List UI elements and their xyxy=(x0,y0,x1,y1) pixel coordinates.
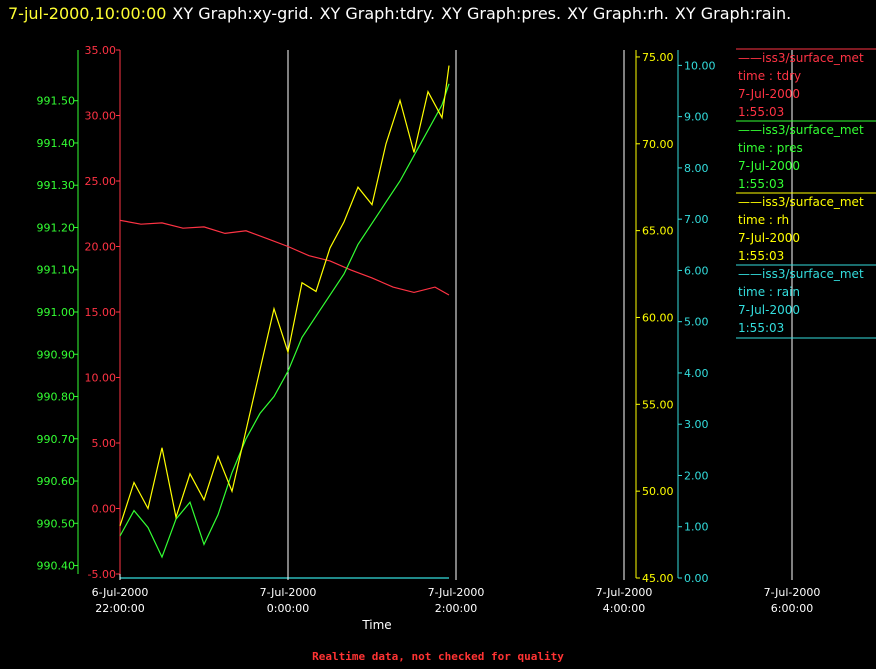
graph-name-xy-grid: XY Graph:xy-grid. xyxy=(172,4,314,23)
pres-tick-label: 991.30 xyxy=(37,179,76,192)
pres-tick-label: 990.60 xyxy=(37,475,76,488)
pres-tick-label: 990.40 xyxy=(37,560,76,573)
legend-entry-text: 1:55:03 xyxy=(738,249,784,263)
rain-tick-label: 4.00 xyxy=(684,367,709,380)
rh-tick-label: 75.00 xyxy=(642,51,674,64)
legend-entry-text: 7-Jul-2000 xyxy=(738,231,800,245)
axes: 990.40 990.50 990.60 990.70 990.80 990.90 991.… xyxy=(37,44,716,585)
rh-tick-label: 65.00 xyxy=(642,225,674,238)
timestamp: 7-jul-2000,10:00:00 xyxy=(8,4,167,23)
quality-notice: Realtime data, not checked for quality xyxy=(312,650,564,663)
series-tdry xyxy=(119,219,450,296)
rh-tick-label: 45.00 xyxy=(642,572,674,585)
x-tick-label-date: 7-Jul-2000 xyxy=(596,586,653,599)
rain-tick-label: 6.00 xyxy=(684,264,709,277)
legend-entry-text: 7-Jul-2000 xyxy=(738,87,800,101)
rain-tick-label: 0.00 xyxy=(684,572,709,585)
series-lines xyxy=(119,65,450,579)
rain-tick-label: 7.00 xyxy=(684,213,709,226)
legend-entry-text: ——iss3/surface_met xyxy=(738,123,864,137)
legend-entry-text: 7-Jul-2000 xyxy=(738,159,800,173)
legend-entry-text: time : pres xyxy=(738,141,803,155)
legend-entry-text: time : tdry xyxy=(738,69,801,83)
tdry-tick-label: 0.00 xyxy=(92,503,117,516)
legend-entry-text: ——iss3/surface_met xyxy=(738,267,864,281)
legend-entry-text: 7-Jul-2000 xyxy=(738,303,800,317)
pres-tick-label: 991.10 xyxy=(37,264,76,277)
rain-tick-label: 9.00 xyxy=(684,111,709,124)
series-rh xyxy=(119,65,450,527)
x-tick-label-date: 7-Jul-2000 xyxy=(764,586,821,599)
rain-tick-label: 2.00 xyxy=(684,469,709,482)
x-tick-label-date: 7-Jul-2000 xyxy=(428,586,485,599)
x-tick-label-time: 2:00:00 xyxy=(435,602,477,615)
rain-tick-label: 3.00 xyxy=(684,418,709,431)
tdry-tick-label: -5.00 xyxy=(88,568,116,581)
pres-tick-label: 991.40 xyxy=(37,137,76,150)
legend-entry-text: ——iss3/surface_met xyxy=(738,51,864,65)
x-axis: 6-Jul-2000 22:00:00 7-Jul-2000 0:00:00 7-Jul… xyxy=(92,574,821,615)
x-tick-label-time: 22:00:00 xyxy=(95,602,144,615)
tdry-tick-label: 10.00 xyxy=(85,372,117,385)
pres-tick-label: 990.70 xyxy=(37,433,76,446)
graph-name-rh: XY Graph:rh. xyxy=(567,4,669,23)
pres-tick-label: 991.00 xyxy=(37,306,76,319)
pres-tick-label: 991.50 xyxy=(37,95,76,108)
title-bar: 7-jul-2000,10:00:00 XY Graph:xy-grid. XY G… xyxy=(8,4,791,23)
legend-entry-text: 1:55:03 xyxy=(738,105,784,119)
legend-entry-text: 1:55:03 xyxy=(738,177,784,191)
x-tick-label-date: 6-Jul-2000 xyxy=(92,586,149,599)
graph-name-rain: XY Graph:rain. xyxy=(674,4,792,23)
x-tick-label-time: 0:00:00 xyxy=(267,602,309,615)
x-tick-label-date: 7-Jul-2000 xyxy=(260,586,317,599)
tdry-tick-label: 25.00 xyxy=(85,175,117,188)
tdry-tick-label: 20.00 xyxy=(85,241,117,254)
legend-entry-text: time : rain xyxy=(738,285,800,299)
tdry-tick-label: 15.00 xyxy=(85,306,117,319)
legend-entry-text: ——iss3/surface_met xyxy=(738,195,864,209)
rh-tick-label: 50.00 xyxy=(642,485,674,498)
rain-tick-label: 5.00 xyxy=(684,316,709,329)
tdry-tick-label: 5.00 xyxy=(92,437,117,450)
rh-tick-label: 55.00 xyxy=(642,398,674,411)
grid-lines xyxy=(287,50,793,574)
legend-entry-text: 1:55:03 xyxy=(738,321,784,335)
pres-tick-label: 990.80 xyxy=(37,391,76,404)
x-tick-label-time: 6:00:00 xyxy=(771,602,813,615)
tdry-tick-label: 30.00 xyxy=(85,110,117,123)
rh-tick-label: 60.00 xyxy=(642,311,674,324)
tdry-tick-label: 35.00 xyxy=(85,44,117,57)
x-tick-label-time: 4:00:00 xyxy=(603,602,645,615)
legend-entry-text: time : rh xyxy=(738,213,789,227)
rh-tick-label: 70.00 xyxy=(642,138,674,151)
x-axis-label: Time xyxy=(361,618,391,632)
graph-name-pres: XY Graph:pres. xyxy=(441,4,562,23)
rain-tick-label: 10.00 xyxy=(684,59,716,72)
pres-tick-label: 991.20 xyxy=(37,221,76,234)
pres-tick-label: 990.50 xyxy=(37,517,76,530)
rain-tick-label: 8.00 xyxy=(684,162,709,175)
pres-tick-label: 990.90 xyxy=(37,348,76,361)
graph-name-tdry: XY Graph:tdry. xyxy=(319,4,436,23)
rain-tick-label: 1.00 xyxy=(684,521,709,534)
